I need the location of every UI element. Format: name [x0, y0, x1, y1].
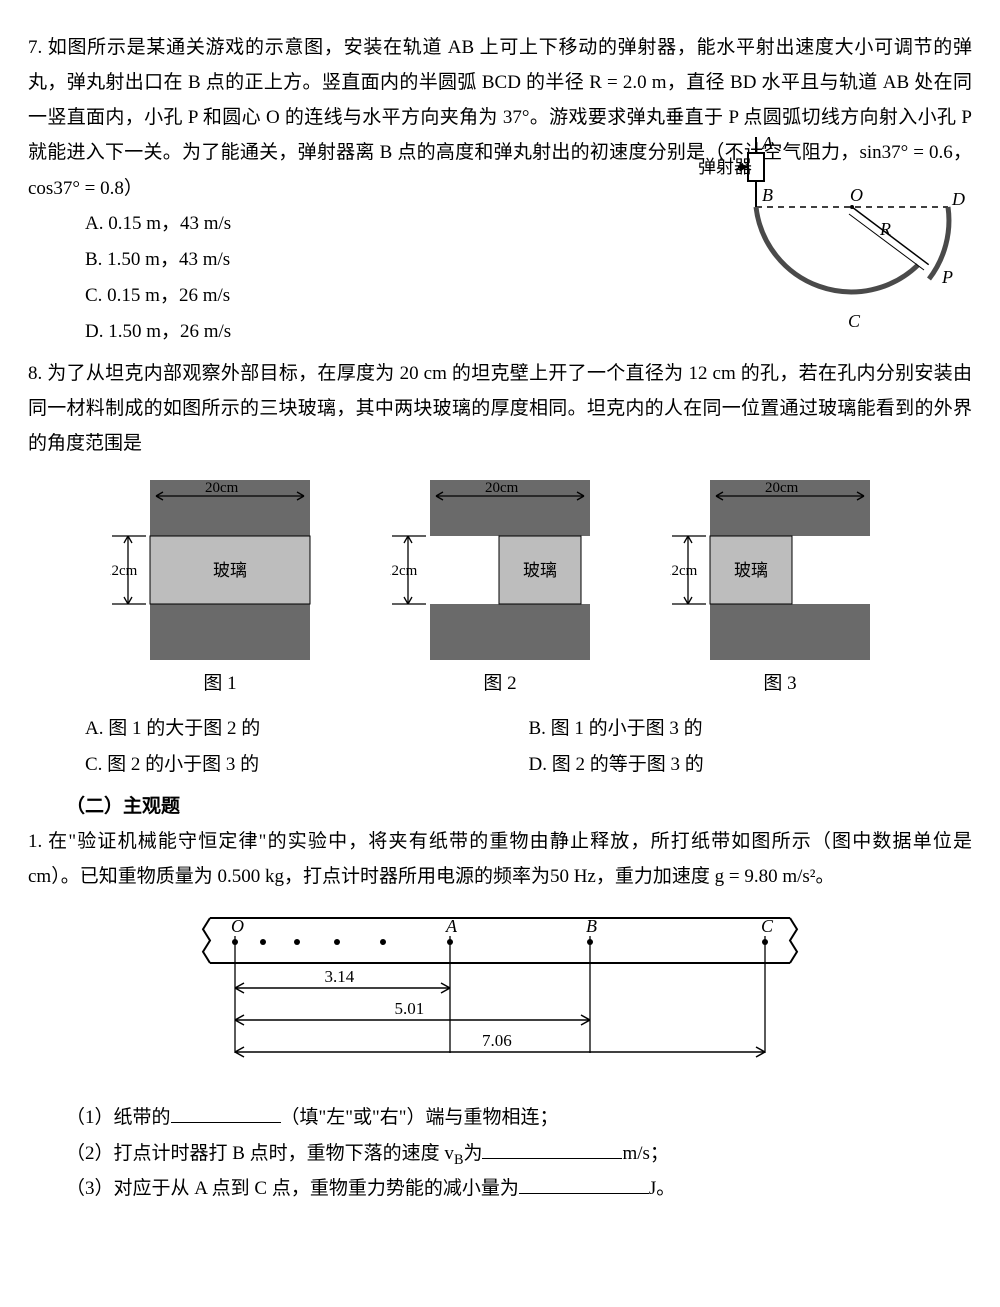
- question-7: 7. 如图所示是某通关游戏的示意图，安装在轨道 AB 上可上下移动的弹射器，能水…: [28, 30, 972, 350]
- svg-text:玻璃: 玻璃: [213, 561, 247, 580]
- svg-text:A: A: [761, 135, 774, 153]
- svg-text:O: O: [231, 916, 244, 936]
- sq1-sub1: （1）纸带的（填"左"或"右"）端与重物相连；: [66, 1100, 972, 1135]
- svg-text:P: P: [941, 267, 953, 287]
- q8-figures: 玻璃 20cm 12cm 玻璃 20cm 12cm 玻璃 20cm 12cm: [28, 480, 972, 660]
- sq1-sub3: （3）对应于从 A 点到 C 点，重物重力势能的减小量为J。: [66, 1171, 972, 1206]
- q8-number: 8.: [28, 363, 47, 384]
- svg-text:12cm: 12cm: [390, 563, 418, 579]
- q8-fig2: 玻璃 20cm 12cm: [390, 480, 610, 660]
- svg-text:7.06: 7.06: [482, 1031, 512, 1050]
- svg-text:B: B: [762, 185, 773, 205]
- blank-1[interactable]: [171, 1122, 281, 1123]
- q8-caption-3: 图 3: [670, 666, 890, 701]
- sq1-number: 1.: [28, 831, 48, 852]
- q8-opt-a: A. 图 1 的大于图 2 的: [85, 711, 529, 747]
- subjective-q1: 1. 在"验证机械能守恒定律"的实验中，将夹有纸带的重物由静止释放，所打纸带如图…: [28, 824, 972, 1206]
- svg-text:20cm: 20cm: [485, 480, 519, 496]
- svg-text:D: D: [951, 189, 965, 209]
- svg-text:B: B: [586, 916, 597, 936]
- svg-text:玻璃: 玻璃: [523, 561, 557, 580]
- tape-diagram: O A B C 3.14 5.01 7.06: [28, 908, 972, 1090]
- q8-caption-1: 图 1: [110, 666, 330, 701]
- svg-text:12cm: 12cm: [110, 563, 138, 579]
- svg-text:3.14: 3.14: [325, 967, 355, 986]
- svg-text:R: R: [879, 219, 891, 239]
- svg-text:5.01: 5.01: [395, 999, 425, 1018]
- q8-captions: 图 1 图 2 图 3: [28, 666, 972, 701]
- q7-number: 7.: [28, 37, 48, 58]
- blank-3[interactable]: [519, 1193, 649, 1194]
- sq1-body-text: 在"验证机械能守恒定律"的实验中，将夹有纸带的重物由静止释放，所打纸带如图所示（…: [28, 831, 972, 887]
- q8-fig1: 玻璃 20cm 12cm: [110, 480, 330, 660]
- svg-text:12cm: 12cm: [670, 563, 698, 579]
- blank-2[interactable]: [482, 1158, 622, 1159]
- q8-body-text: 为了从坦克内部观察外部目标，在厚度为 20 cm 的坦克壁上开了一个直径为 12…: [28, 363, 972, 454]
- q8-fig3: 玻璃 20cm 12cm: [670, 480, 890, 660]
- q8-options: A. 图 1 的大于图 2 的 C. 图 2 的小于图 3 的 B. 图 1 的…: [28, 711, 972, 783]
- question-8: 8. 为了从坦克内部观察外部目标，在厚度为 20 cm 的坦克壁上开了一个直径为…: [28, 356, 972, 783]
- svg-text:A: A: [445, 916, 458, 936]
- q8-opt-d: D. 图 2 的等于图 3 的: [529, 747, 973, 783]
- q8-opt-b: B. 图 1 的小于图 3 的: [529, 711, 973, 747]
- section-2-title: （二）主观题: [66, 789, 972, 824]
- svg-text:20cm: 20cm: [205, 480, 239, 496]
- q8-caption-2: 图 2: [390, 666, 610, 701]
- svg-text:20cm: 20cm: [765, 480, 799, 496]
- svg-text:O: O: [850, 185, 863, 205]
- svg-text:C: C: [761, 916, 774, 936]
- q7-diagram: 弹射器 A B O D R P C: [692, 135, 972, 357]
- q8-opt-c: C. 图 2 的小于图 3 的: [85, 747, 529, 783]
- q8-text: 8. 为了从坦克内部观察外部目标，在厚度为 20 cm 的坦克壁上开了一个直径为…: [28, 356, 972, 461]
- sq1-sub2: （2）打点计时器打 B 点时，重物下落的速度 vB为m/s；: [66, 1136, 972, 1171]
- svg-text:玻璃: 玻璃: [734, 561, 768, 580]
- sq1-text: 1. 在"验证机械能守恒定律"的实验中，将夹有纸带的重物由静止释放，所打纸带如图…: [28, 824, 972, 894]
- svg-text:C: C: [848, 311, 861, 331]
